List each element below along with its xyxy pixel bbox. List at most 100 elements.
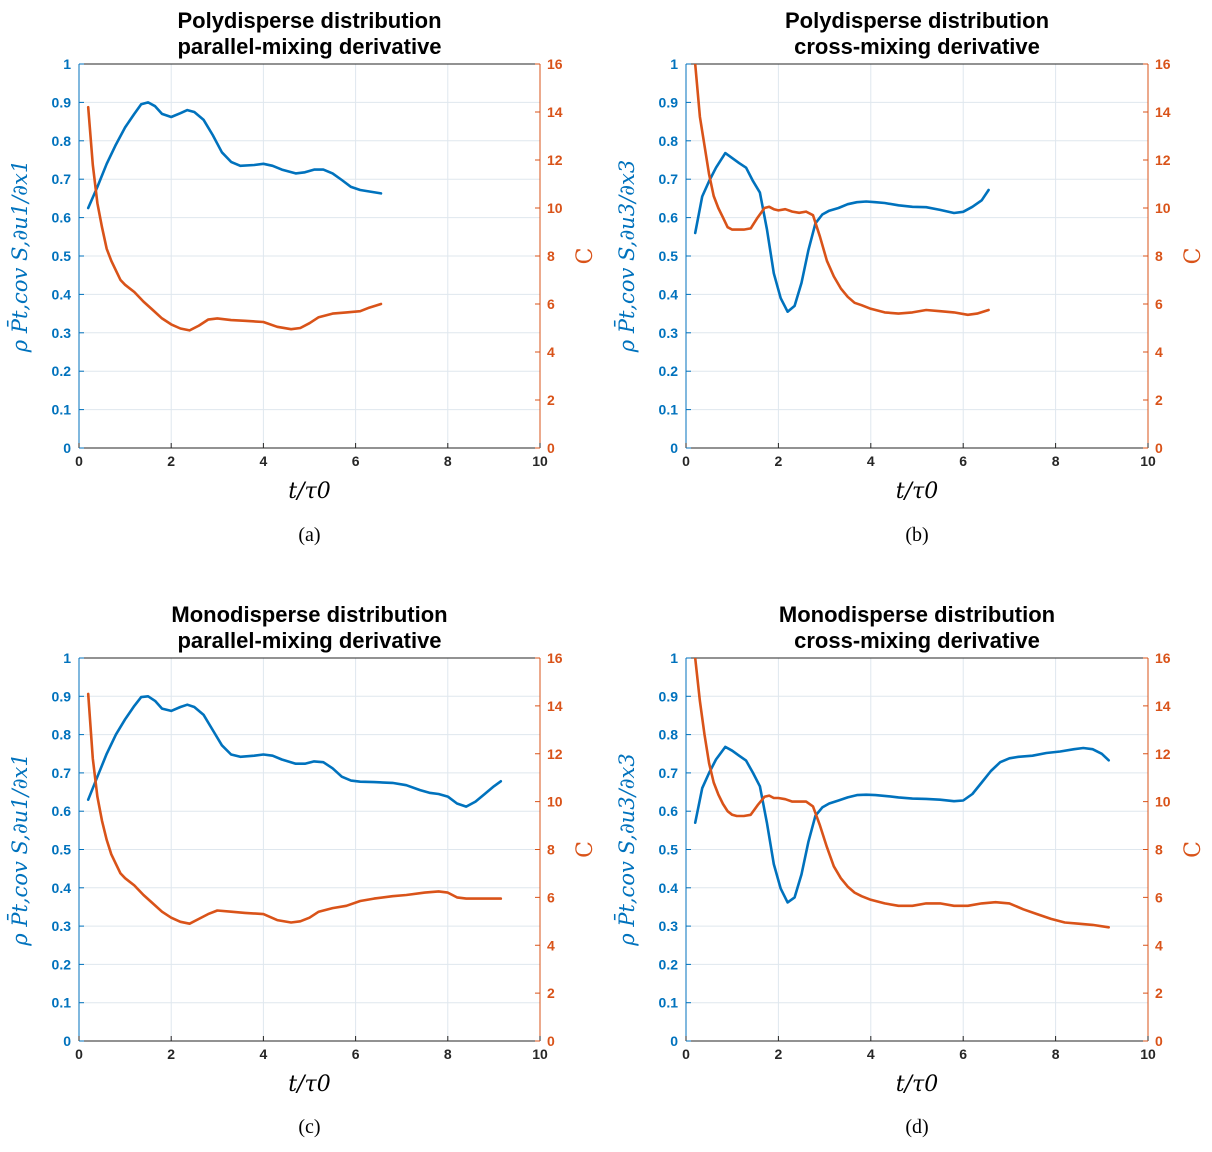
chart-title-line-2: parallel-mixing derivative bbox=[177, 628, 441, 653]
chart-title-line-2: cross-mixing derivative bbox=[794, 34, 1040, 59]
series-line-rho bbox=[86, 101, 383, 210]
x-tick-label: 10 bbox=[1140, 453, 1156, 469]
x-axis-label: t/τ0 bbox=[288, 479, 330, 504]
chart-panel-3: 0 2 4 6 8 1000.10.20.30.40.50.60.70.80.910246… bbox=[7, 602, 598, 1138]
y2-tick-label: 12 bbox=[1155, 746, 1171, 762]
y2-tick-label: 6 bbox=[547, 296, 555, 312]
x-axis-label: t/τ0 bbox=[896, 479, 938, 504]
y2-tick-label: 16 bbox=[547, 56, 563, 72]
y-tick-label: 0.6 bbox=[659, 210, 679, 226]
y2-tick-label: 16 bbox=[1155, 650, 1171, 666]
y-tick-label: 0.8 bbox=[659, 727, 679, 743]
chart-panel-2: 0 2 4 6 8 1000.10.20.30.40.50.60.70.80.910246… bbox=[614, 8, 1206, 546]
y2-tick-label: 12 bbox=[547, 746, 563, 762]
y2-tick-label: 4 bbox=[1155, 344, 1163, 360]
x-tick-label: 0 bbox=[682, 1046, 690, 1062]
y-tick-label: 0.7 bbox=[659, 171, 679, 187]
y-tick-label: 0.2 bbox=[52, 363, 72, 379]
y-axis-label: ρ P̄t,cov S,∂u3/∂x3 bbox=[614, 753, 639, 946]
panel-label: (a) bbox=[298, 524, 320, 546]
series-line-c bbox=[86, 692, 503, 926]
y2-tick-label: 14 bbox=[547, 698, 563, 714]
series-line-rho bbox=[86, 694, 503, 808]
y-tick-label: 1 bbox=[63, 650, 71, 666]
y-tick-label: 0.2 bbox=[52, 956, 72, 972]
y-tick-label: 0.2 bbox=[659, 363, 679, 379]
y-tick-label: 0.7 bbox=[659, 765, 679, 781]
y-tick-label: 0.4 bbox=[52, 880, 72, 896]
y-tick-label: 0.6 bbox=[52, 210, 72, 226]
y-tick-label: 0.5 bbox=[659, 842, 679, 858]
y2-tick-label: 6 bbox=[547, 889, 555, 905]
y-tick-label: 0.4 bbox=[52, 286, 72, 302]
y-tick-label: 0.1 bbox=[659, 402, 679, 418]
y2-tick-label: 0 bbox=[1155, 440, 1163, 456]
y-tick-label: 0.7 bbox=[52, 765, 72, 781]
chart-panel-1: 0 2 4 6 8 1000.10.20.30.40.50.60.70.80.910246… bbox=[7, 8, 598, 546]
y-axis-label: ρ P̄t,cov S,∂u3/∂x3 bbox=[614, 160, 639, 353]
x-tick-label: 8 bbox=[444, 453, 452, 469]
y2-tick-label: 8 bbox=[1155, 248, 1163, 264]
series-line-rho bbox=[693, 745, 1110, 904]
x-tick-label: 6 bbox=[959, 453, 967, 469]
x-tick-label: 0 bbox=[75, 453, 83, 469]
y-tick-label: 0.3 bbox=[659, 325, 679, 341]
y-tick-label: 0.1 bbox=[52, 995, 72, 1011]
x-tick-label: 2 bbox=[167, 1046, 175, 1062]
y-tick-label: 0 bbox=[670, 440, 678, 456]
y2-tick-label: 4 bbox=[547, 344, 555, 360]
y-tick-label: 0.9 bbox=[659, 688, 679, 704]
panel-label: (d) bbox=[905, 1116, 928, 1138]
x-tick-label: 10 bbox=[532, 1046, 548, 1062]
y-tick-label: 0.5 bbox=[52, 248, 72, 264]
panel-label: (c) bbox=[298, 1116, 320, 1138]
y-tick-label: 0.1 bbox=[659, 995, 679, 1011]
x-tick-label: 10 bbox=[532, 453, 548, 469]
series-line-c bbox=[86, 105, 383, 332]
y2-tick-label: 6 bbox=[1155, 889, 1163, 905]
x-tick-label: 10 bbox=[1140, 1046, 1156, 1062]
y-tick-label: 0.8 bbox=[659, 133, 679, 149]
y2-tick-label: 2 bbox=[547, 392, 555, 408]
x-tick-label: 4 bbox=[867, 1046, 875, 1062]
x-tick-label: 4 bbox=[260, 1046, 268, 1062]
x-tick-label: 4 bbox=[867, 453, 875, 469]
y-tick-label: 0 bbox=[63, 440, 71, 456]
y-tick-label: 0 bbox=[670, 1033, 678, 1049]
x-axis-label: t/τ0 bbox=[896, 1072, 938, 1097]
y2-tick-label: 16 bbox=[1155, 56, 1171, 72]
x-tick-label: 8 bbox=[1052, 453, 1060, 469]
y-tick-label: 0.9 bbox=[52, 94, 72, 110]
y-tick-label: 0.8 bbox=[52, 133, 72, 149]
y2-tick-label: 10 bbox=[1155, 200, 1171, 216]
y2-tick-label: 14 bbox=[1155, 698, 1171, 714]
y2-tick-label: 10 bbox=[547, 794, 563, 810]
y-tick-label: 0.3 bbox=[52, 918, 72, 934]
y-tick-label: 1 bbox=[670, 56, 678, 72]
y-tick-label: 0 bbox=[63, 1033, 71, 1049]
y2-tick-label: 8 bbox=[547, 842, 555, 858]
y2-tick-label: 4 bbox=[1155, 937, 1163, 953]
y2-tick-label: 12 bbox=[1155, 152, 1171, 168]
y2-tick-label: 2 bbox=[1155, 985, 1163, 1001]
y-tick-label: 0.6 bbox=[52, 803, 72, 819]
x-tick-label: 2 bbox=[775, 453, 783, 469]
y-tick-label: 0.9 bbox=[52, 688, 72, 704]
y-axis-label: ρ P̄t,cov S,∂u1/∂x1 bbox=[7, 753, 32, 946]
y2-axis-label: C bbox=[573, 841, 598, 858]
y2-tick-label: 0 bbox=[1155, 1033, 1163, 1049]
y-tick-label: 0.5 bbox=[659, 248, 679, 264]
x-tick-label: 2 bbox=[775, 1046, 783, 1062]
chart-title-line-1: Monodisperse distribution bbox=[779, 602, 1055, 627]
y-tick-label: 1 bbox=[670, 650, 678, 666]
y2-tick-label: 2 bbox=[547, 985, 555, 1001]
x-tick-label: 8 bbox=[444, 1046, 452, 1062]
x-axis-label: t/τ0 bbox=[288, 1072, 330, 1097]
y-tick-label: 0.6 bbox=[659, 803, 679, 819]
x-tick-label: 4 bbox=[260, 453, 268, 469]
y2-tick-label: 0 bbox=[547, 1033, 555, 1049]
y2-tick-label: 14 bbox=[547, 104, 563, 120]
series-line-c bbox=[693, 64, 990, 317]
chart-panel-4: 0 2 4 6 8 1000.10.20.30.40.50.60.70.80.910246… bbox=[614, 602, 1206, 1138]
